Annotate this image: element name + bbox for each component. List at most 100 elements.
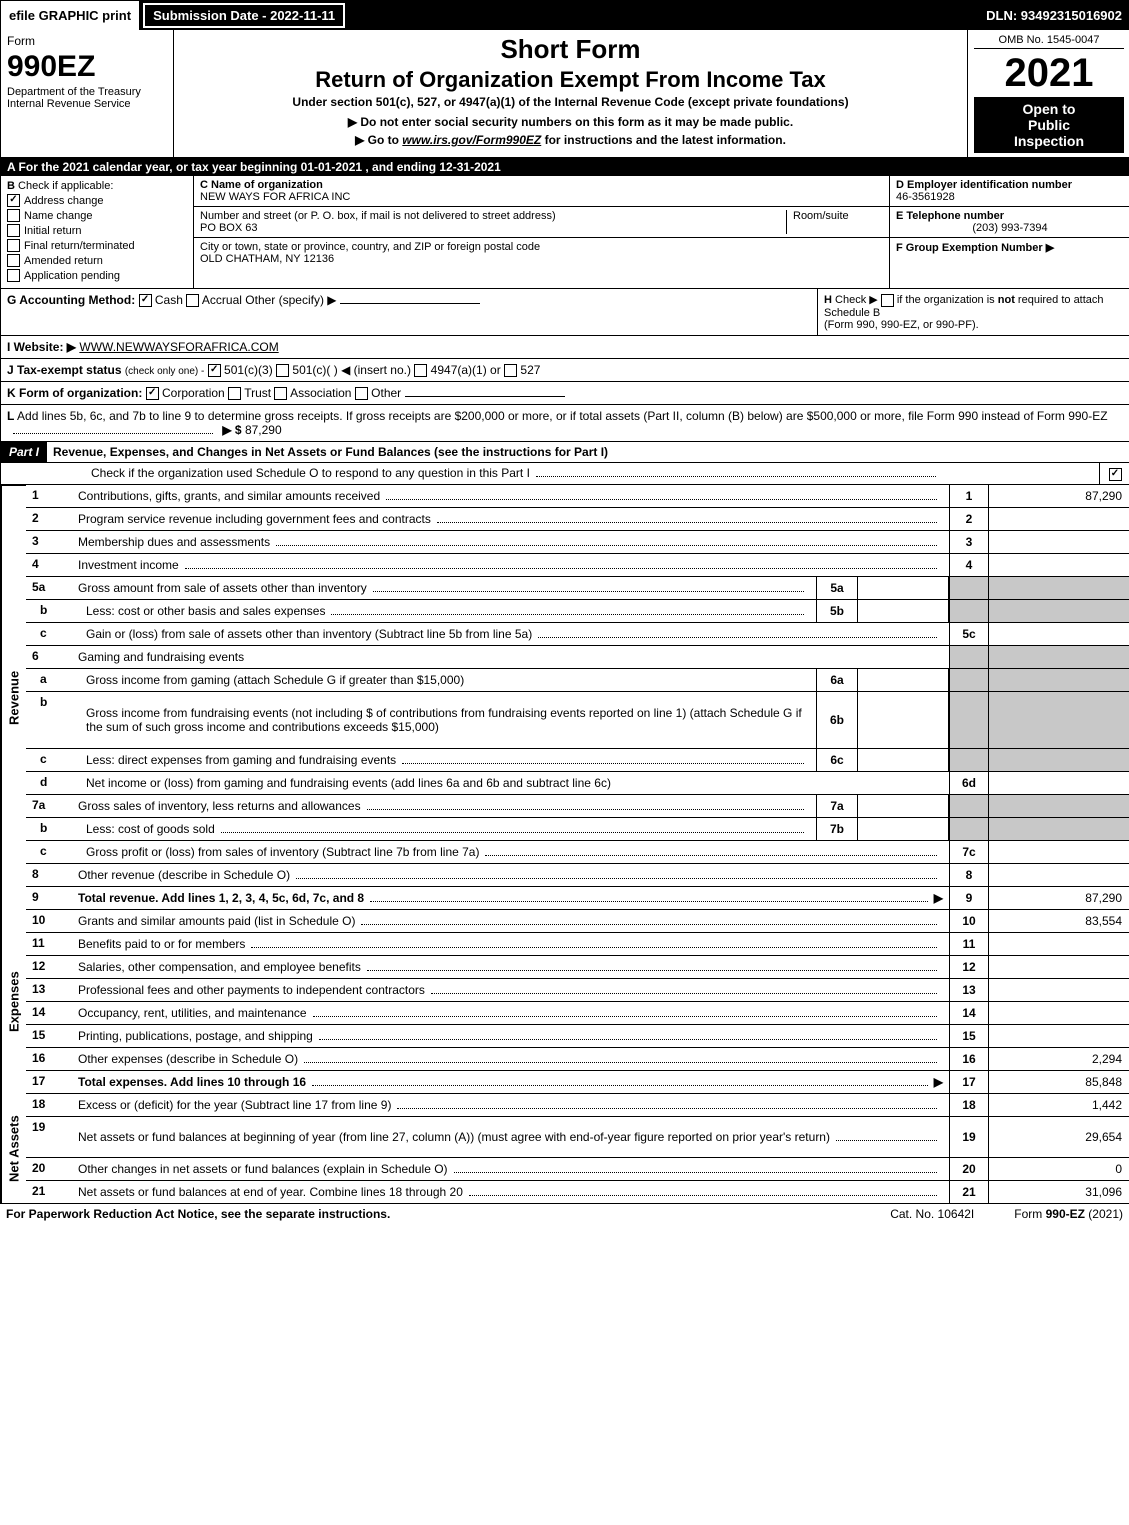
header-center: Short Form Return of Organization Exempt… [174, 30, 968, 157]
irs-label: Internal Revenue Service [7, 98, 167, 110]
section-j: J Tax-exempt status (check only one) - 5… [1, 359, 1129, 382]
l-arrow: ▶ $ [222, 423, 241, 437]
line-4: 4 Investment income 4 [26, 554, 1129, 577]
side-revenue: Revenue [1, 485, 26, 910]
subtitle: Under section 501(c), 527, or 4947(a)(1)… [180, 95, 961, 109]
checkbox-501c3[interactable] [208, 364, 221, 377]
checkbox-schedule-b[interactable] [881, 294, 894, 307]
footer-center: Cat. No. 10642I [850, 1207, 1014, 1221]
footer-right: Form 990-EZ (2021) [1014, 1207, 1123, 1221]
k-label: K Form of organization: [7, 386, 142, 400]
checkbox-address-change[interactable] [7, 194, 20, 207]
application-pending-label: Application pending [24, 270, 120, 282]
other-input-line[interactable] [340, 303, 480, 304]
checkbox-assoc[interactable] [274, 387, 287, 400]
l-value: 87,290 [245, 423, 282, 437]
k-other: Other [371, 386, 401, 400]
h-text2: if the organization is [897, 294, 995, 306]
checkbox-other[interactable] [355, 387, 368, 400]
form-label: Form [7, 34, 167, 48]
line-7b: b Less: cost of goods sold 7b [26, 818, 1129, 841]
footer-left: For Paperwork Reduction Act Notice, see … [6, 1207, 850, 1221]
side-expenses: Expenses [1, 910, 26, 1094]
part-1-checkbox-cell [1099, 463, 1129, 483]
note-2-prefix: ▶ Go to [355, 133, 402, 147]
checkbox-527[interactable] [504, 364, 517, 377]
line-19: 19 Net assets or fund balances at beginn… [26, 1117, 1129, 1158]
checkbox-amended-return[interactable] [7, 254, 20, 267]
line-20: 20 Other changes in net assets or fund b… [26, 1158, 1129, 1181]
header-left: Form 990EZ Department of the Treasury In… [1, 30, 174, 157]
part-1-title: Revenue, Expenses, and Changes in Net As… [47, 442, 1129, 462]
j-label: J Tax-exempt status [7, 363, 122, 377]
website-value[interactable]: WWW.NEWWAYSFORAFRICA.COM [79, 340, 278, 354]
checkbox-final-return[interactable] [7, 239, 20, 252]
form-number: 990EZ [7, 50, 167, 84]
side-netassets: Net Assets [1, 1094, 26, 1203]
street-label: Number and street (or P. O. box, if mail… [200, 210, 786, 222]
part-1-check-row: Check if the organization used Schedule … [1, 463, 1129, 484]
tax-year: 2021 [974, 53, 1124, 93]
line-5a: 5a Gross amount from sale of assets othe… [26, 577, 1129, 600]
ein-value: 46-3561928 [896, 191, 1124, 203]
dept-label: Department of the Treasury [7, 86, 167, 98]
part-1-header: Part I [1, 442, 47, 462]
section-k: K Form of organization: Corporation Trus… [1, 382, 1129, 405]
netassets-block: Net Assets 18 Excess or (deficit) for th… [1, 1094, 1129, 1203]
checkbox-501c[interactable] [276, 364, 289, 377]
checkbox-corp[interactable] [146, 387, 159, 400]
part-1-row: Part I Revenue, Expenses, and Changes in… [1, 442, 1129, 463]
topbar: efile GRAPHIC print Submission Date - 20… [1, 1, 1129, 30]
efile-print[interactable]: efile GRAPHIC print [1, 1, 141, 30]
checkbox-accrual[interactable] [186, 294, 199, 307]
checkbox-application-pending[interactable] [7, 269, 20, 282]
section-c: C Name of organization NEW WAYS FOR AFRI… [194, 176, 890, 288]
checkbox-name-change[interactable] [7, 209, 20, 222]
open-public-box: Open to Public Inspection [974, 97, 1124, 153]
line-7a: 7a Gross sales of inventory, less return… [26, 795, 1129, 818]
checkbox-trust[interactable] [228, 387, 241, 400]
line-18: 18 Excess or (deficit) for the year (Sub… [26, 1094, 1129, 1117]
k-assoc: Association [290, 386, 351, 400]
irs-link[interactable]: www.irs.gov/Form990EZ [402, 133, 541, 147]
line-5c: c Gain or (loss) from sale of assets oth… [26, 623, 1129, 646]
checkbox-cash[interactable] [139, 294, 152, 307]
row-g-h: G Accounting Method: Cash Accrual Other … [1, 289, 1129, 336]
header-right: OMB No. 1545-0047 2021 Open to Public In… [968, 30, 1129, 157]
k-corp: Corporation [162, 386, 225, 400]
j-note: (check only one) - [125, 366, 204, 377]
line-10: 10 Grants and similar amounts paid (list… [26, 910, 1129, 933]
line-12: 12 Salaries, other compensation, and emp… [26, 956, 1129, 979]
line-3: 3 Membership dues and assessments 3 [26, 531, 1129, 554]
g-label: G Accounting Method: [7, 293, 135, 307]
b-sublabel: Check if applicable: [18, 180, 113, 192]
omb-number: OMB No. 1545-0047 [974, 34, 1124, 49]
section-a: A For the 2021 calendar year, or tax yea… [1, 158, 1129, 176]
section-l: L Add lines 5b, 6c, and 7b to line 9 to … [1, 405, 1129, 442]
final-return-label: Final return/terminated [24, 240, 135, 252]
dln: DLN: 93492315016902 [978, 1, 1129, 30]
line-2: 2 Program service revenue including gove… [26, 508, 1129, 531]
h-label: H [824, 294, 832, 306]
checkbox-initial-return[interactable] [7, 224, 20, 237]
c-label: C Name of organization [200, 179, 323, 191]
checkbox-4947a1[interactable] [414, 364, 427, 377]
e-label: E Telephone number [896, 210, 1004, 222]
h-text4: (Form 990, 990-EZ, or 990-PF). [824, 319, 1124, 331]
l-label: L [7, 409, 14, 423]
line-5b: b Less: cost or other basis and sales ex… [26, 600, 1129, 623]
note-2: ▶ Go to www.irs.gov/Form990EZ for instru… [180, 133, 961, 147]
accrual-label: Accrual [202, 293, 242, 307]
form-container: efile GRAPHIC print Submission Date - 20… [0, 0, 1129, 1204]
line-15: 15 Printing, publications, postage, and … [26, 1025, 1129, 1048]
k-trust: Trust [244, 386, 271, 400]
line-6c: c Less: direct expenses from gaming and … [26, 749, 1129, 772]
phone-value: (203) 993-7394 [896, 222, 1124, 234]
checkbox-schedule-o[interactable] [1109, 468, 1122, 481]
b-label: B [7, 180, 15, 192]
line-14: 14 Occupancy, rent, utilities, and maint… [26, 1002, 1129, 1025]
address-change-label: Address change [24, 195, 104, 207]
k-other-line[interactable] [405, 396, 565, 397]
expenses-lines: 10 Grants and similar amounts paid (list… [26, 910, 1129, 1094]
line-11: 11 Benefits paid to or for members 11 [26, 933, 1129, 956]
